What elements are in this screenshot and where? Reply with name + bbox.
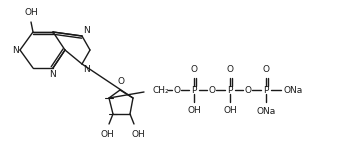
Text: CH₂: CH₂ xyxy=(153,85,169,95)
Text: OH: OH xyxy=(100,130,114,139)
Text: O: O xyxy=(226,65,234,74)
Text: P: P xyxy=(263,85,269,95)
Text: OH: OH xyxy=(223,106,237,115)
Text: N: N xyxy=(83,65,90,74)
Text: OH: OH xyxy=(131,130,145,139)
Text: O: O xyxy=(208,85,215,95)
Text: O: O xyxy=(191,65,197,74)
Text: ONa: ONa xyxy=(283,85,303,95)
Text: N: N xyxy=(12,46,19,55)
Text: OH: OH xyxy=(24,8,38,17)
Text: P: P xyxy=(227,85,233,95)
Text: N: N xyxy=(50,70,56,79)
Text: ONa: ONa xyxy=(256,107,276,116)
Text: O: O xyxy=(245,85,251,95)
Text: O: O xyxy=(262,65,269,74)
Text: P: P xyxy=(191,85,197,95)
Text: N: N xyxy=(83,26,90,35)
Text: OH: OH xyxy=(187,106,201,115)
Text: O: O xyxy=(173,85,181,95)
Text: O: O xyxy=(118,77,125,86)
